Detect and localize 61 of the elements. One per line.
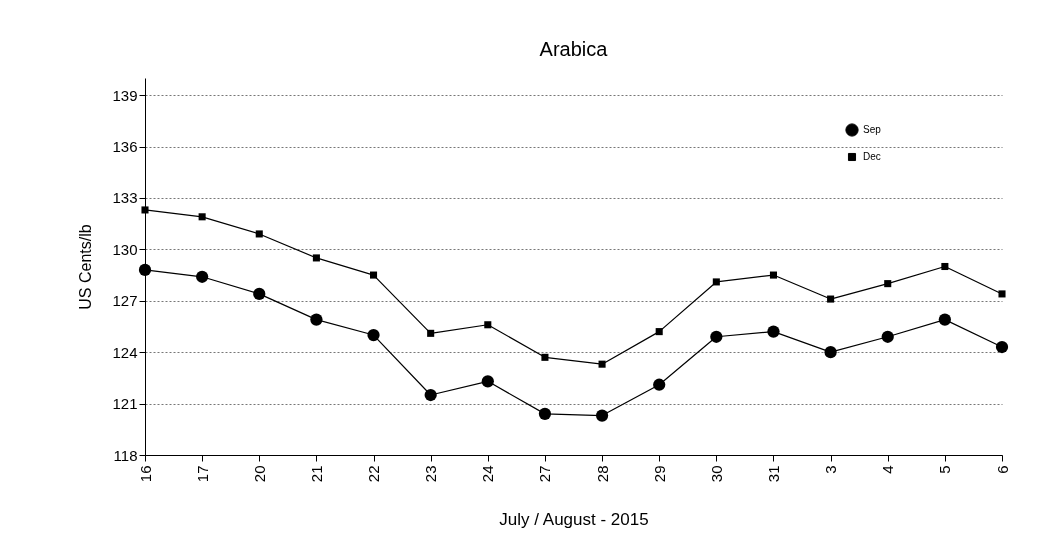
y-tick-label: 127	[112, 292, 138, 310]
x-tick-label: 4	[879, 465, 897, 474]
point	[255, 230, 263, 238]
legend-label: Dec	[863, 151, 881, 162]
legend-label: Sep	[863, 124, 882, 135]
point	[141, 206, 149, 214]
x-tick-label: 6	[993, 465, 1011, 474]
y-tick-label: 133	[112, 189, 138, 207]
point	[995, 340, 1009, 354]
y-tick-label: 136	[112, 138, 138, 156]
point	[653, 378, 666, 391]
point	[824, 346, 837, 359]
y-tick-label: 124	[112, 343, 138, 361]
x-tick-label: 29	[650, 465, 668, 483]
point	[196, 270, 209, 283]
point	[312, 254, 320, 262]
point	[484, 321, 492, 329]
x-tick-label: 23	[422, 465, 440, 483]
point	[941, 262, 949, 271]
x-tick-label: 30	[707, 465, 725, 483]
point	[481, 375, 494, 388]
y-tick-label: 118	[113, 446, 138, 464]
x-tick-label: 21	[307, 465, 325, 483]
point	[541, 353, 549, 361]
point	[881, 330, 894, 343]
point	[998, 290, 1006, 298]
y-tick-label: 121	[112, 395, 138, 413]
x-tick-label: 20	[250, 465, 268, 483]
x-tick-label: 17	[193, 465, 211, 483]
y-axis-title: US Cents/lb	[77, 224, 95, 310]
point	[598, 360, 606, 368]
x-tick-label: 31	[764, 465, 782, 483]
point	[198, 213, 206, 221]
point	[253, 287, 266, 301]
point	[138, 263, 152, 277]
y-tick-label: 130	[112, 240, 138, 258]
point	[767, 325, 780, 338]
point	[595, 409, 609, 422]
x-tick-label: 5	[936, 465, 954, 474]
x-tick-label: 24	[479, 465, 497, 483]
y-tick-label: 139	[112, 86, 138, 104]
point	[367, 328, 380, 342]
x-axis-title: July / August - 2015	[499, 510, 649, 530]
x-tick-label: 22	[365, 465, 383, 483]
x-tick-label: 3	[822, 465, 840, 474]
x-tick-label: 28	[593, 465, 611, 483]
chart-title: Arabica	[539, 38, 609, 60]
point	[424, 388, 437, 402]
x-tick-label: 16	[136, 465, 154, 483]
point	[655, 328, 663, 336]
point	[712, 278, 720, 286]
x-tick-label: 27	[536, 465, 554, 483]
point	[938, 313, 951, 326]
point	[769, 271, 777, 279]
point	[710, 330, 723, 343]
point	[427, 329, 435, 337]
point	[884, 280, 892, 288]
point	[827, 295, 835, 303]
point	[538, 407, 552, 420]
point	[370, 271, 378, 279]
point	[310, 313, 323, 326]
